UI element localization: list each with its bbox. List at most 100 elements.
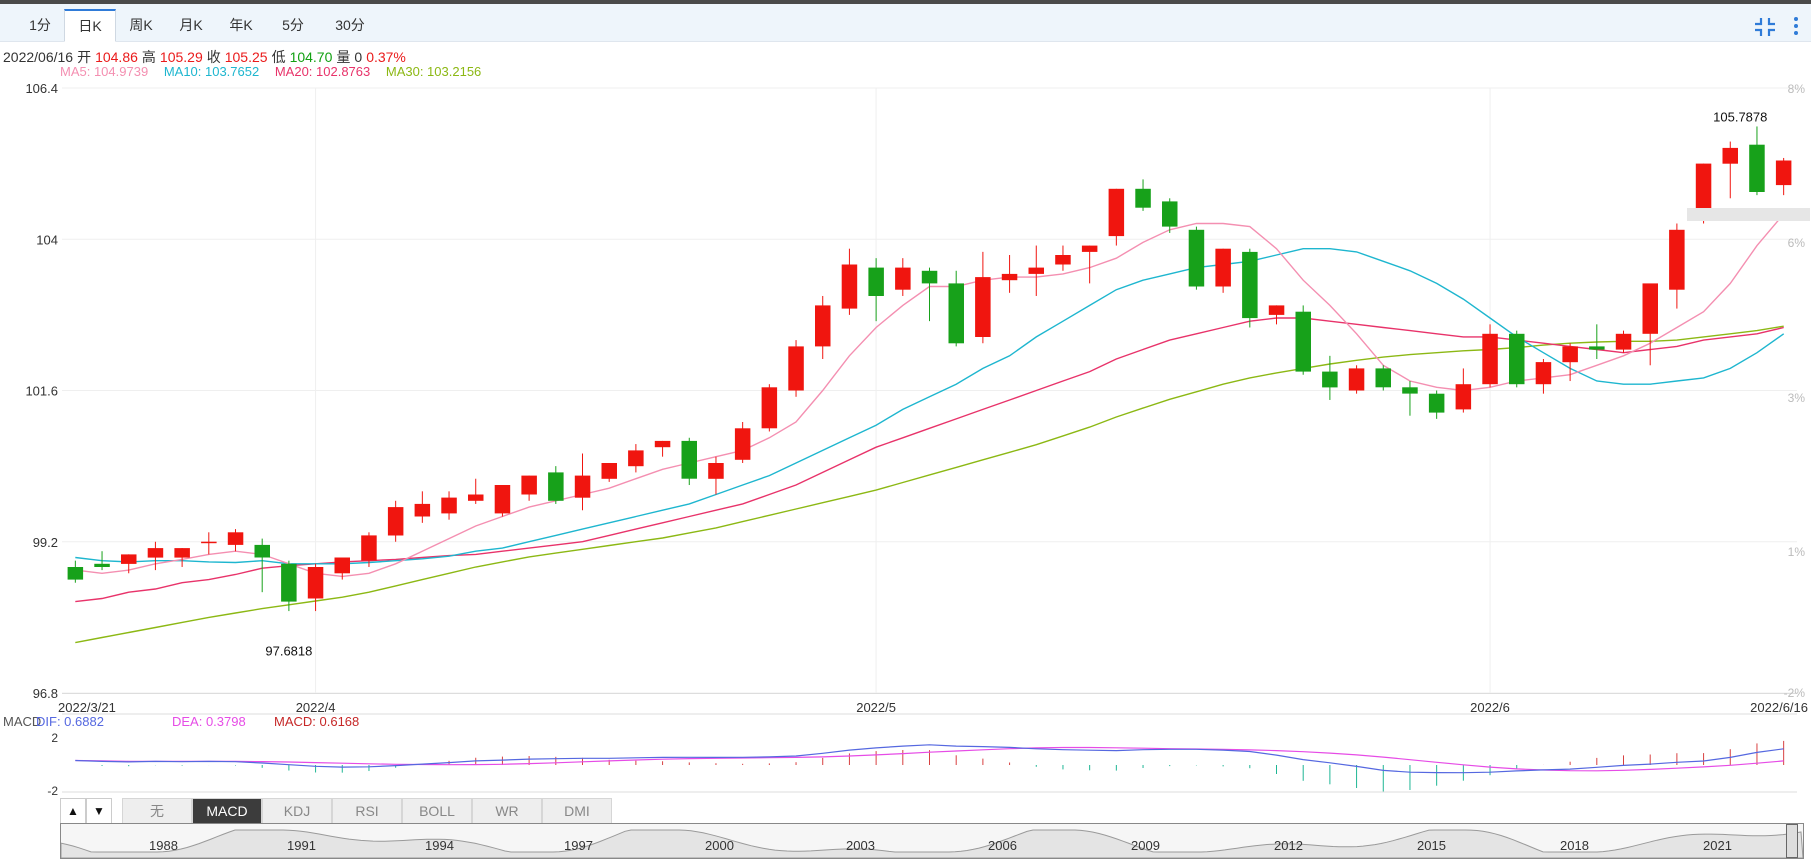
candle-body: [1028, 267, 1044, 274]
indicator-tab-none[interactable]: 无: [122, 798, 192, 824]
candle: [1135, 179, 1151, 211]
tab-daily-k[interactable]: 日K: [64, 9, 116, 42]
nav-year-label: 1988: [149, 838, 178, 853]
info-open-label: 开: [77, 49, 92, 65]
nav-year-label: 1997: [564, 838, 593, 853]
candle: [1562, 343, 1578, 382]
candle: [708, 456, 724, 495]
candle: [201, 532, 217, 555]
x-tick-label: 2022/3/21: [58, 700, 116, 715]
candle-body: [1242, 251, 1258, 319]
candle-body: [841, 264, 858, 309]
candle-body: [494, 485, 511, 514]
candle: [1028, 245, 1044, 296]
low-price-marker: 97.6818: [265, 644, 312, 659]
pct-tick-label: -2%: [1784, 686, 1806, 700]
candle-body: [1722, 147, 1738, 164]
candle-body: [708, 463, 724, 479]
candle: [174, 548, 190, 567]
candle-body: [414, 503, 431, 517]
candle-body: [1482, 333, 1498, 385]
nav-year-label: 2015: [1417, 838, 1446, 853]
tab-weekly-k[interactable]: 周K: [129, 17, 153, 33]
arrow-down-icon[interactable]: ▼: [86, 798, 112, 824]
candle-body: [1188, 229, 1205, 287]
candle: [387, 500, 404, 542]
candle-body: [868, 267, 884, 296]
candle-body: [1775, 160, 1792, 186]
history-navigator[interactable]: 1988 1991 1994 1997 2000 2003 2006 2009 …: [60, 823, 1804, 859]
indicator-tab-kdj[interactable]: KDJ: [262, 798, 332, 824]
candle-body: [1428, 393, 1445, 413]
candle-body: [387, 507, 404, 536]
info-date: 2022/06/16: [3, 49, 74, 65]
navigator-handle[interactable]: [1786, 824, 1798, 858]
candle: [1428, 390, 1445, 419]
candle-body: [1562, 346, 1578, 363]
candle: [601, 462, 617, 482]
ma30-line: [75, 325, 1784, 644]
candle: [948, 270, 964, 347]
pct-tick-label: 6%: [1788, 236, 1806, 250]
candle-body: [815, 305, 831, 347]
indicator-tab-dmi[interactable]: DMI: [542, 798, 612, 824]
candle-body: [1669, 229, 1685, 290]
candle: [1242, 248, 1258, 328]
nav-year-label: 2009: [1131, 838, 1160, 853]
candle: [254, 538, 270, 593]
candle-body: [281, 563, 297, 602]
arrow-up-icon[interactable]: ▲: [60, 798, 86, 824]
x-axis-labels: 2022/3/21 2022/4 2022/5 2022/6 2022/6/16: [58, 700, 1808, 715]
candle-body: [1535, 362, 1552, 385]
candle: [441, 491, 457, 520]
candle-body: [948, 283, 964, 344]
candle: [334, 557, 350, 580]
candle-body: [227, 532, 244, 545]
candle: [895, 258, 911, 296]
collapse-icon[interactable]: [1754, 17, 1776, 37]
candle-body: [174, 548, 190, 558]
candle-body: [788, 346, 804, 391]
candle-body: [628, 450, 644, 467]
tab-1min[interactable]: 1分: [29, 17, 51, 33]
macd-tick-label: 2: [51, 731, 58, 745]
candle-body: [1509, 333, 1525, 385]
nav-year-label: 2018: [1560, 838, 1589, 853]
indicator-tab-boll[interactable]: BOLL: [402, 798, 472, 824]
candle-body: [654, 440, 671, 448]
candle: [1055, 245, 1071, 271]
tab-yearly-k[interactable]: 年K: [229, 17, 253, 33]
candle: [1162, 198, 1178, 233]
candle: [574, 453, 591, 511]
high-price-marker: 105.7878: [1713, 109, 1767, 124]
candle: [628, 444, 644, 473]
candle: [1615, 330, 1632, 353]
info-close: 105.25: [224, 49, 268, 65]
tab-5min[interactable]: 5分: [282, 17, 304, 33]
info-close-label: 收: [206, 49, 221, 65]
kline-chart[interactable]: 106.4 104 101.6 99.2 96.8 8% 6% 3% 1% -2% 2022/3…: [0, 80, 1811, 798]
tab-monthly-k[interactable]: 月K: [179, 17, 203, 33]
candle-body: [361, 535, 377, 561]
indicator-tab-macd[interactable]: MACD: [192, 798, 262, 824]
info-volume: 0: [354, 49, 363, 65]
more-icon[interactable]: [1792, 15, 1800, 37]
x-tick-label: 2022/6/16: [1750, 700, 1808, 715]
info-ma20: MA20: 102.8763: [274, 64, 371, 79]
tab-30min[interactable]: 30分: [335, 17, 365, 33]
candle: [307, 563, 324, 612]
candle: [1375, 365, 1391, 391]
candle-body: [521, 475, 537, 495]
y-tick-label: 101.6: [25, 384, 58, 399]
candle: [94, 551, 110, 571]
info-volume-label: 量: [336, 49, 351, 65]
indicator-tab-wr[interactable]: WR: [472, 798, 542, 824]
candle: [1482, 324, 1498, 388]
candle-body: [1295, 311, 1311, 372]
candle: [1535, 358, 1552, 394]
candle: [681, 437, 697, 486]
candle-body: [468, 494, 484, 501]
indicator-tab-rsi[interactable]: RSI: [332, 798, 402, 824]
candle: [1669, 223, 1685, 309]
nav-year-label: 2012: [1274, 838, 1303, 853]
